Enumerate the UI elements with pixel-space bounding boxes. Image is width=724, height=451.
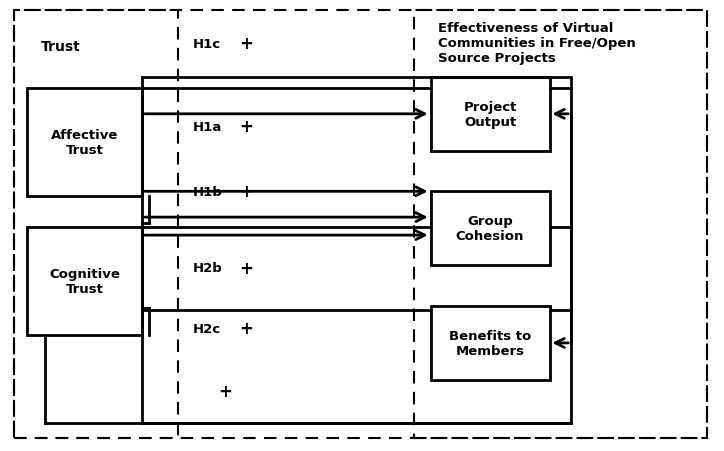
Text: Affective
Trust: Affective Trust <box>51 129 118 156</box>
Text: H1b: H1b <box>193 185 222 198</box>
FancyBboxPatch shape <box>27 89 142 196</box>
Text: +: + <box>218 382 232 400</box>
Text: Trust: Trust <box>41 40 81 54</box>
Text: +: + <box>240 320 253 337</box>
Text: Benefits to
Members: Benefits to Members <box>449 329 531 357</box>
Text: +: + <box>240 118 253 136</box>
Text: +: + <box>240 183 253 201</box>
FancyBboxPatch shape <box>431 78 550 152</box>
Text: +: + <box>240 35 253 53</box>
Text: H1c: H1c <box>193 37 221 51</box>
Text: H2b: H2b <box>193 262 222 275</box>
Text: Cognitive
Trust: Cognitive Trust <box>49 267 119 295</box>
Text: Effectiveness of Virtual
Communities in Free/Open
Source Projects: Effectiveness of Virtual Communities in … <box>438 22 636 64</box>
Text: Group
Cohesion: Group Cohesion <box>456 215 524 243</box>
FancyBboxPatch shape <box>431 192 550 266</box>
FancyBboxPatch shape <box>431 306 550 380</box>
Text: H1a: H1a <box>193 120 222 133</box>
Text: H2c: H2c <box>193 322 221 335</box>
Text: +: + <box>240 259 253 277</box>
FancyBboxPatch shape <box>27 228 142 335</box>
Text: Project
Output: Project Output <box>463 101 517 129</box>
